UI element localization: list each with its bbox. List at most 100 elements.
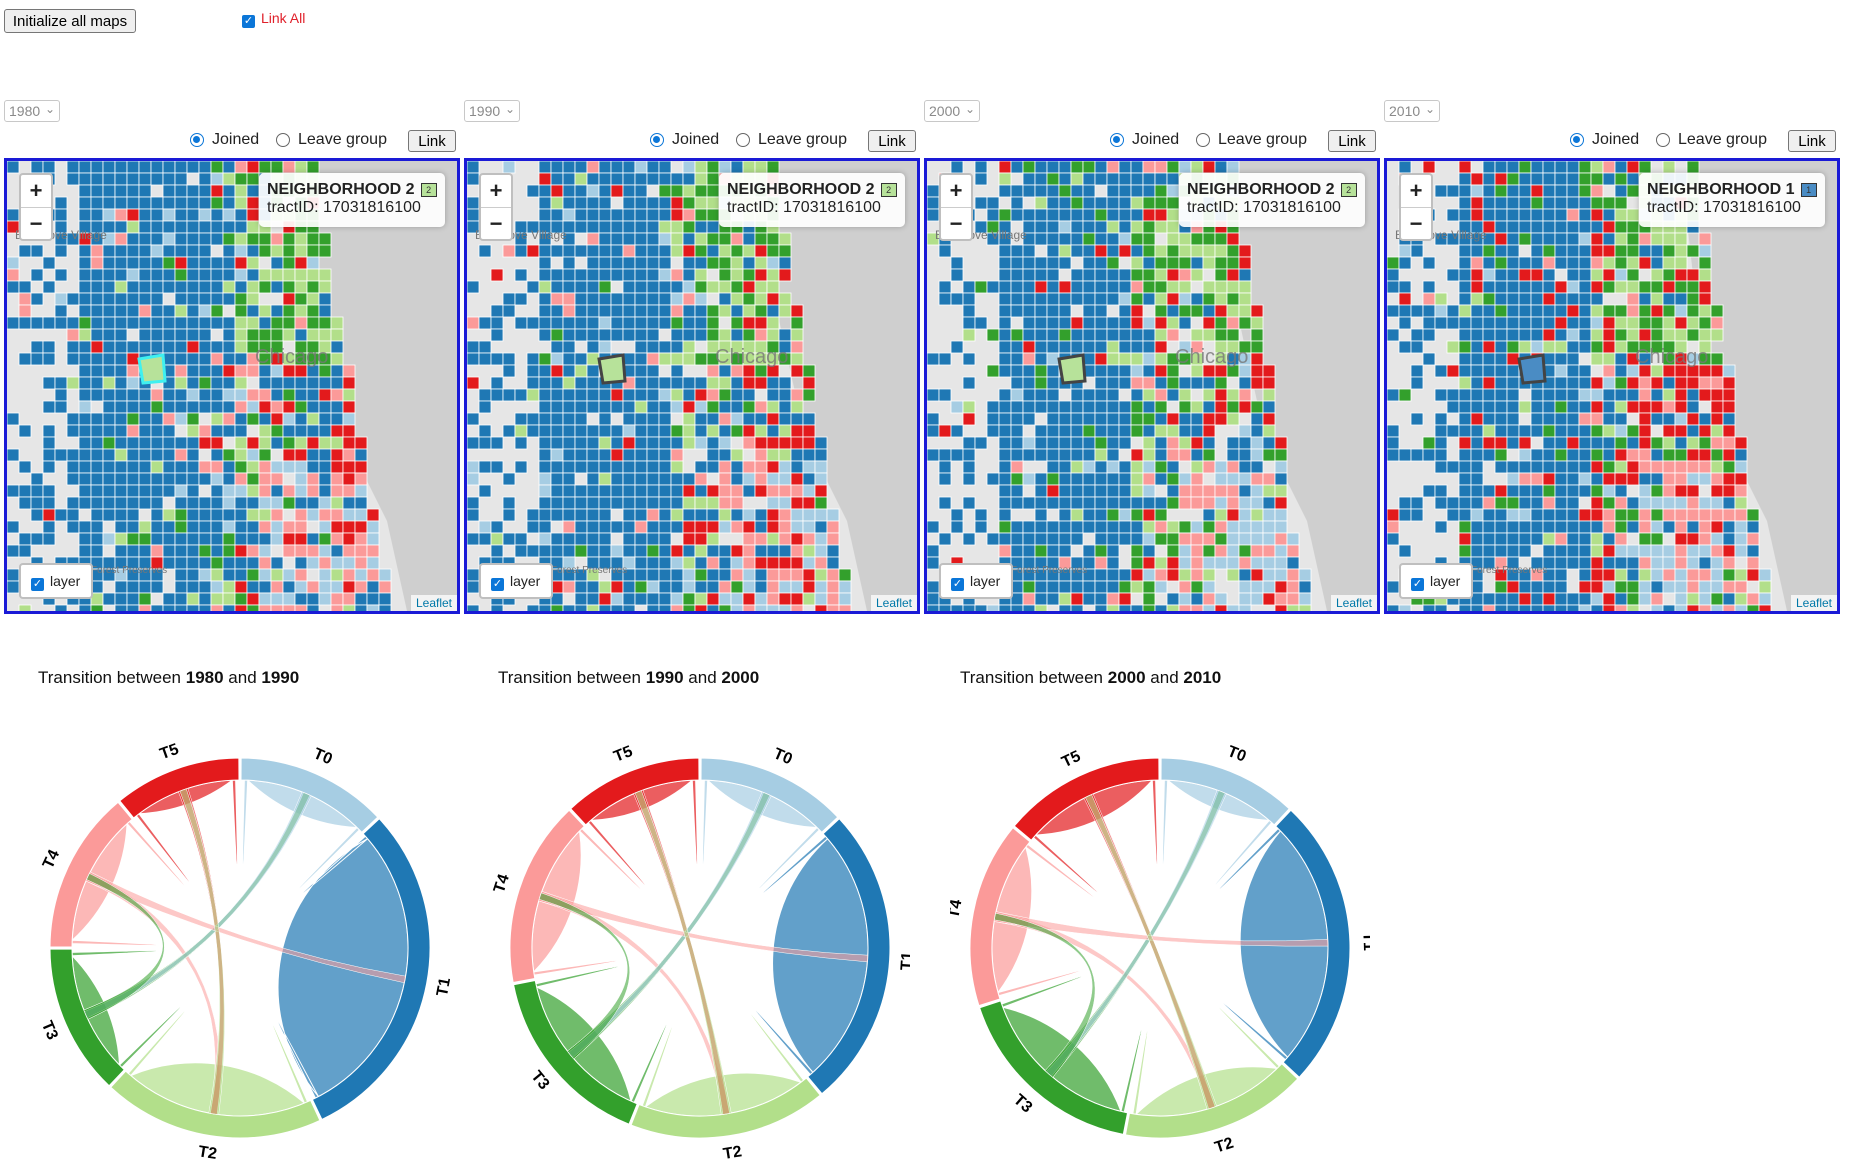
leave-group-radio[interactable]: Leave group [276,131,387,149]
title-mid: and [223,668,262,687]
chord-group-arc-t1[interactable] [807,818,891,1095]
selected-tract[interactable] [1057,353,1087,385]
chord-group-arc-t4[interactable] [509,809,585,984]
chord-ribbon[interactable] [179,788,225,1115]
leaflet-attribution-link[interactable]: Leaflet [1330,595,1377,611]
zoom-in-button[interactable]: + [21,175,51,208]
neighborhood-name: NEIGHBORHOOD 2 [1187,181,1335,198]
chord-title: Transition between 1980 and 1990 [38,668,299,688]
chord-group-arc-t3[interactable] [49,948,125,1087]
chord-group-arc-t0[interactable] [1160,757,1290,826]
chord-ribbon[interactable] [538,890,869,963]
chord-group-arc-t3[interactable] [979,1000,1129,1136]
chevron-down-icon: ⌄ [964,102,975,116]
radio-unselected-icon[interactable] [276,133,290,147]
leaflet-map[interactable]: Chicago Elk Grove Village Forest Preserves… [924,158,1380,614]
link-button[interactable]: Link [1788,130,1836,152]
radio-unselected-icon[interactable] [1656,133,1670,147]
leaflet-attribution-link[interactable]: Leaflet [870,595,917,611]
leaflet-attribution-link[interactable]: Leaflet [410,595,457,611]
zoom-out-button[interactable]: − [949,211,963,236]
leave-group-label: Leave group [298,131,387,148]
chord-group-label: T1 [898,951,910,971]
checkbox-check-icon[interactable]: ✓ [491,578,504,591]
chord-ribbon[interactable] [634,790,732,1115]
link-all-checkbox[interactable]: ✓ Link All [242,10,305,28]
zoom-in-button[interactable]: + [481,175,511,208]
radio-unselected-icon[interactable] [736,133,750,147]
radio-selected-icon[interactable] [650,133,664,147]
year-select[interactable]: 2000 ⌄ [924,100,980,122]
chord-group-arc-t1[interactable] [1275,809,1351,1078]
checkbox-check-icon[interactable]: ✓ [1411,578,1424,591]
leave-group-radio[interactable]: Leave group [1196,131,1307,149]
selected-tract[interactable] [1517,353,1547,385]
chord-group-arc-t0[interactable] [240,757,379,833]
chord-group-arc-t1[interactable] [311,818,431,1121]
zoom-out-button[interactable]: − [29,211,43,236]
neighborhood-swatch: 2 [1340,183,1357,197]
joined-radio[interactable]: Joined [1570,131,1639,149]
zoom-in-button[interactable]: + [1401,175,1431,208]
layer-toggle[interactable]: ✓ layer [19,563,93,599]
chord-group-arc-t4[interactable] [969,827,1031,1007]
year-select[interactable]: 2010 ⌄ [1384,100,1440,122]
chord-group-arc-t5[interactable] [1013,757,1160,841]
tract-id: tractID: 17031816100 [1647,199,1801,216]
radio-selected-icon[interactable] [190,133,204,147]
radio-selected-icon[interactable] [1110,133,1124,147]
checkbox-check-icon[interactable]: ✓ [242,15,255,28]
layer-toggle[interactable]: ✓ layer [479,563,553,599]
checkbox-check-icon[interactable]: ✓ [31,578,44,591]
chord-group-arc-t5[interactable] [570,757,700,826]
chord-title: Transition between 1990 and 2000 [498,668,759,688]
selected-tract[interactable] [597,353,627,385]
link-button[interactable]: Link [868,130,916,152]
chord-ribbon[interactable] [1046,789,1227,1077]
initialize-all-maps-button[interactable]: Initialize all maps [4,9,136,33]
chord-ribbon[interactable] [83,873,165,1020]
zoom-out-button[interactable]: − [489,211,503,236]
title-prefix: Transition between [498,668,646,687]
chord-group-arc-t2[interactable] [110,1070,321,1139]
map-panel-2000: 2000 ⌄ Joined Leave group Link Chicago El… [920,100,1380,620]
chord-group-arc-t2[interactable] [1124,1063,1299,1139]
leaflet-map[interactable]: Chicago Elk Grove Village Forest Preserves… [1384,158,1840,614]
leave-group-radio[interactable]: Leave group [736,131,847,149]
leaflet-attribution-link[interactable]: Leaflet [1790,595,1837,611]
selected-tract[interactable] [137,353,167,385]
chord-group-arc-t4[interactable] [49,801,133,948]
leaflet-map[interactable]: Chicago Elk Grove Village Forest Preserves… [4,158,460,614]
year-select[interactable]: 1990 ⌄ [464,100,520,122]
joined-radio[interactable]: Joined [650,131,719,149]
neighborhood-name: NEIGHBORHOOD 1 [1647,181,1795,198]
chord-ribbon[interactable] [993,911,1329,947]
chord-group-arc-t5[interactable] [119,757,240,819]
chord-ribbon[interactable] [994,912,1096,1078]
layer-toggle[interactable]: ✓ layer [939,563,1013,599]
leave-group-radio[interactable]: Leave group [1656,131,1767,149]
link-button[interactable]: Link [408,130,456,152]
zoom-in-button[interactable]: + [941,175,971,208]
radio-selected-icon[interactable] [1570,133,1584,147]
chord-group-arc-t2[interactable] [630,1077,821,1139]
checkbox-check-icon[interactable]: ✓ [951,578,964,591]
layer-toggle[interactable]: ✓ layer [1399,563,1473,599]
radio-unselected-icon[interactable] [1196,133,1210,147]
chord-group-arc-t0[interactable] [700,757,839,833]
joined-radio[interactable]: Joined [1110,131,1179,149]
chord-ribbon[interactable] [1044,790,1226,1078]
joined-radio[interactable]: Joined [190,131,259,149]
link-button[interactable]: Link [1328,130,1376,152]
year-select[interactable]: 1980 ⌄ [4,100,60,122]
zoom-out-button[interactable]: − [1409,211,1423,236]
chord-ribbon[interactable] [538,892,630,1060]
chord-group-arc-t3[interactable] [512,979,638,1125]
zoom-control: + − [19,173,53,241]
chord-ribbon[interactable] [1085,794,1218,1110]
leaflet-map[interactable]: Chicago Elk Grove Village Forest Preserves… [464,158,920,614]
